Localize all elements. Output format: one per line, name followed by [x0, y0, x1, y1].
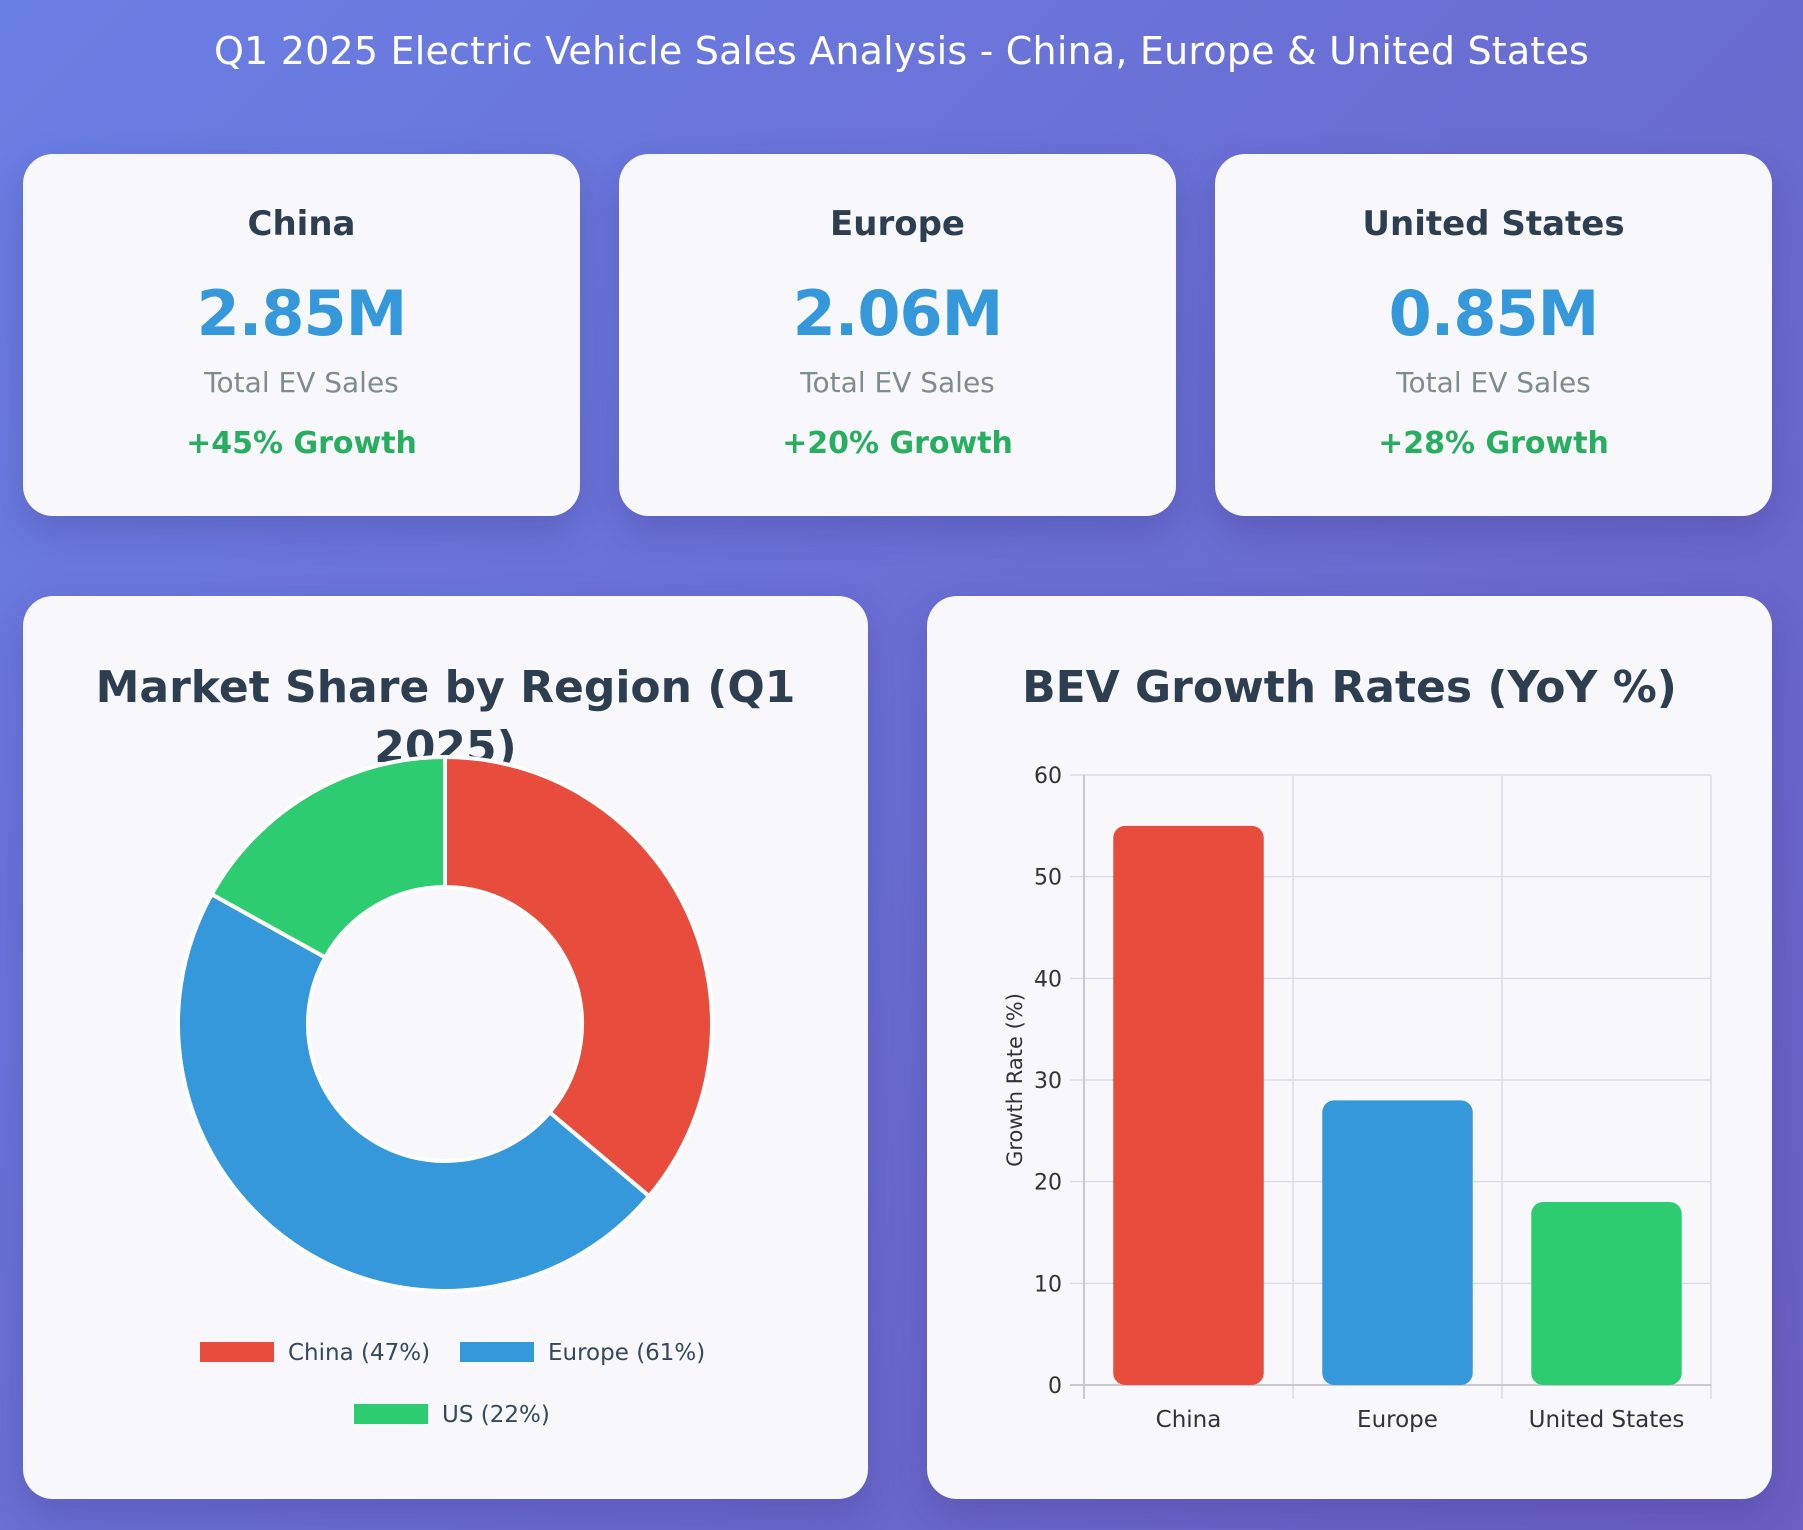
x-tick-label-united-states: United States — [1529, 1407, 1685, 1433]
x-tick-label-china: China — [1156, 1407, 1222, 1433]
legend-swatch-china-47 — [200, 1342, 274, 1362]
legend-swatch-us-22 — [354, 1404, 428, 1424]
page-title: Q1 2025 Electric Vehicle Sales Analysis … — [213, 29, 1590, 73]
stat-card-europe: Europe 2.06M Total EV Sales +20% Growth — [619, 154, 1176, 516]
bar-china[interactable] — [1113, 825, 1264, 1385]
y-tick-label: 50 — [1034, 866, 1062, 891]
growth-label: +28% Growth — [1378, 426, 1609, 461]
y-tick-label: 10 — [1034, 1272, 1062, 1297]
y-tick-label: 30 — [1034, 1069, 1062, 1094]
total-sales-value: 0.85M — [1388, 277, 1600, 350]
legend-label-europe-61[interactable]: Europe (61%) — [548, 1340, 705, 1366]
total-sales-caption: Total EV Sales — [800, 366, 995, 399]
region-name: China — [247, 204, 356, 244]
total-sales-caption: Total EV Sales — [1396, 366, 1591, 399]
region-name: Europe — [830, 204, 965, 244]
y-tick-label: 0 — [1048, 1374, 1062, 1399]
doughnut-slice-europe-61[interactable] — [176, 891, 652, 1293]
y-axis-title: Growth Rate (%) — [1003, 993, 1027, 1167]
bev-growth-title: BEV Growth Rates (YoY %) — [1022, 662, 1677, 713]
y-tick-label: 60 — [1034, 764, 1062, 789]
bev-growth-bar-chart: 0 10 20 30 40 50 60 China Europe United States Gro… — [1003, 764, 1712, 1433]
growth-label: +45% Growth — [186, 426, 417, 461]
stat-card-china: China 2.85M Total EV Sales +45% Growth — [23, 154, 580, 516]
total-sales-value: 2.06M — [792, 277, 1004, 350]
market-share-doughnut-chart: China (47%) Europe (61%) US (22%) — [176, 754, 714, 1428]
stat-card-united-states: United States 0.85M Total EV Sales +28% … — [1215, 154, 1772, 516]
legend-swatch-europe-61 — [460, 1342, 534, 1362]
bar-europe[interactable] — [1322, 1100, 1473, 1385]
y-tick-label: 40 — [1034, 967, 1062, 992]
y-tick-label: 20 — [1034, 1171, 1062, 1196]
bar-united-states[interactable] — [1531, 1202, 1682, 1385]
x-tick-label-europe: Europe — [1357, 1407, 1438, 1433]
doughnut-slice-us-22[interactable] — [208, 754, 447, 961]
total-sales-caption: Total EV Sales — [204, 366, 399, 399]
market-share-card: Market Share by Region (Q1 2025) China (… — [23, 596, 868, 1499]
legend-label-us-22[interactable]: US (22%) — [442, 1402, 550, 1428]
growth-label: +20% Growth — [782, 426, 1013, 461]
bev-growth-card: BEV Growth Rates (YoY %) 0 10 20 30 40 50 60 Ch… — [927, 596, 1772, 1499]
region-name: United States — [1362, 204, 1625, 244]
total-sales-value: 2.85M — [196, 277, 408, 350]
legend-label-china-47[interactable]: China (47%) — [288, 1340, 430, 1366]
market-share-title: Market Share by Region (Q1 2025) — [95, 662, 796, 773]
doughnut-slice-china-47[interactable] — [443, 754, 714, 1199]
